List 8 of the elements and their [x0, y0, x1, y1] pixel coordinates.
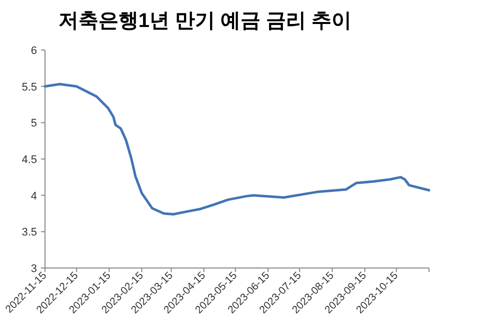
ytick: 4.5	[22, 154, 37, 166]
ytick: 3	[30, 263, 37, 275]
ytick: 5	[30, 118, 37, 130]
title: 저축은행1년 만기 예금 금리 추이	[58, 10, 352, 32]
ytick: 6	[30, 45, 37, 57]
ytick: 5.5	[22, 81, 37, 94]
ytick: 4	[30, 190, 37, 202]
ytick: 3.5	[22, 226, 37, 239]
